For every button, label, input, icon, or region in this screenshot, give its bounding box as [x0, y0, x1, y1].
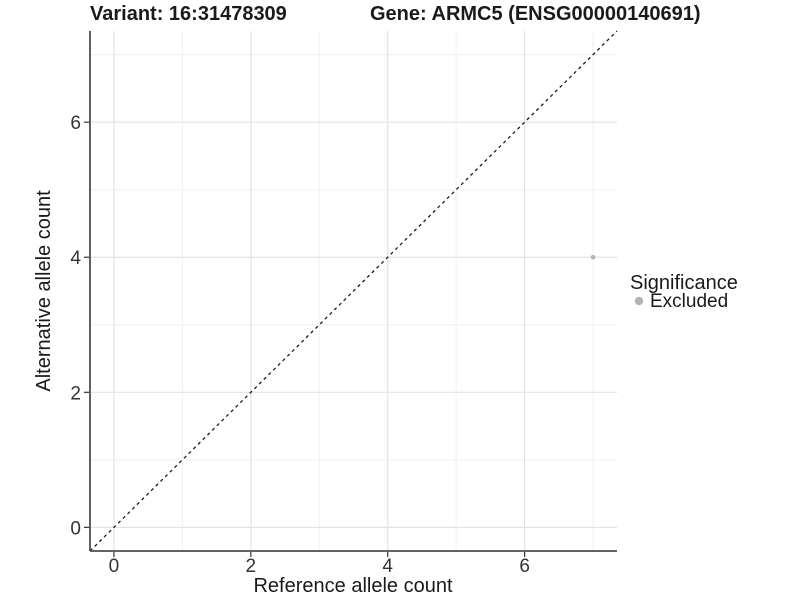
x-tick-label: 2 — [246, 556, 257, 577]
x-tick-label: 0 — [109, 556, 120, 577]
tick-marks-layer — [84, 121, 526, 557]
y-axis-title: Alternative allele count — [33, 190, 55, 392]
x-tick-label: 6 — [519, 556, 530, 577]
data-point — [590, 254, 596, 260]
axes-layer — [89, 31, 617, 552]
legend-title: Significance — [630, 272, 738, 294]
plot-title-gene: Gene: ARMC5 (ENSG00000140691) — [370, 3, 701, 25]
identity-dashed-line — [89, 30, 618, 552]
x-tick-label: 4 — [382, 556, 393, 577]
y-tick-label: 6 — [70, 113, 81, 134]
reference-line-layer — [89, 30, 618, 552]
y-tick-label: 0 — [70, 518, 81, 539]
plot-title-variant: Variant: 16:31478309 — [90, 3, 287, 25]
tick-labels-layer: 0 2 4 6 0 2 4 6 — [70, 113, 529, 577]
grid-major-layer — [90, 31, 617, 551]
y-tick-label: 2 — [70, 383, 81, 404]
legend-key-dot-icon — [634, 296, 644, 306]
grid-minor-layer — [90, 31, 617, 551]
y-tick-label: 4 — [70, 248, 81, 269]
legend: Significance Excluded — [630, 272, 738, 312]
x-axis-title: Reference allele count — [253, 575, 452, 597]
data-points-layer — [590, 254, 596, 260]
legend-entry-label: Excluded — [650, 291, 728, 312]
